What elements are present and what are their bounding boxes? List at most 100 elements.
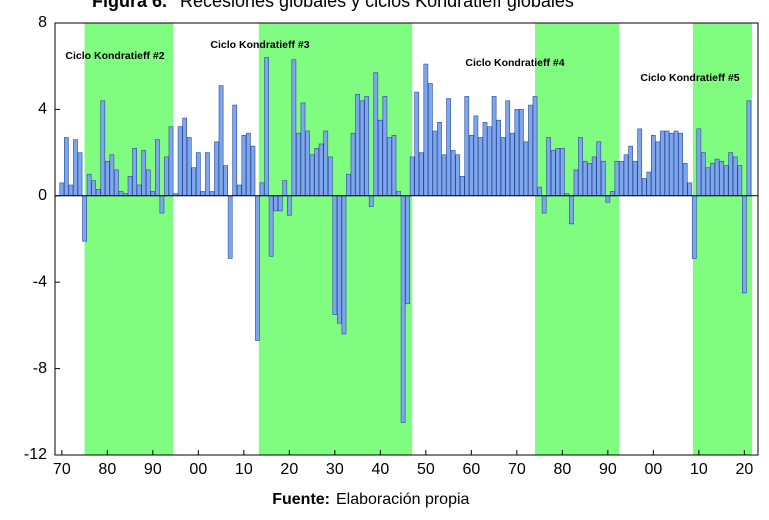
- bar: [177, 126, 183, 197]
- bar: [132, 147, 137, 197]
- bar: [728, 152, 734, 197]
- bar: [473, 115, 479, 197]
- recession-band: [84, 23, 174, 455]
- bar: [205, 152, 210, 197]
- bar: [305, 130, 310, 197]
- source: Elaboración propia: [336, 491, 470, 508]
- bar: [318, 143, 324, 197]
- bar: [168, 126, 174, 197]
- bar: [519, 109, 524, 197]
- bar: [241, 135, 247, 197]
- bar: [660, 130, 665, 197]
- x-tick-label: 20: [735, 461, 753, 478]
- bar: [327, 156, 333, 197]
- x-tick-label: 00: [644, 461, 662, 478]
- bar: [705, 167, 711, 197]
- bar: [350, 132, 356, 197]
- title-label: Figura 6.: [92, 0, 167, 11]
- bar: [701, 152, 706, 197]
- bar: [578, 137, 583, 197]
- y-tick-label: -4: [33, 273, 47, 290]
- bar: [500, 137, 506, 197]
- x-tick-label: 10: [235, 461, 253, 478]
- bar: [468, 135, 474, 197]
- bar: [742, 195, 747, 294]
- x-tick-label: 70: [508, 461, 526, 478]
- region-label: Ciclo Kondratieff #4: [465, 57, 564, 69]
- y-tick-label: -8: [33, 360, 47, 377]
- bar: [641, 178, 647, 197]
- region-label: Ciclo Kondratieff #2: [65, 50, 164, 62]
- bar: [487, 126, 492, 197]
- bar: [309, 154, 315, 197]
- bar: [459, 176, 465, 197]
- x-tick-label: 80: [553, 461, 571, 478]
- x-tick-label: 50: [417, 461, 435, 478]
- region-label: Ciclo Kondratieff #5: [640, 72, 739, 84]
- bar: [159, 195, 165, 214]
- bar: [227, 195, 233, 259]
- bar: [273, 195, 279, 212]
- bar: [619, 160, 624, 197]
- bar: [437, 122, 442, 197]
- x-tick-label: 60: [462, 461, 480, 478]
- x-tick-label: 00: [189, 461, 207, 478]
- bar: [268, 195, 274, 257]
- bar: [396, 191, 401, 197]
- bar: [491, 96, 497, 197]
- bar: [528, 104, 533, 197]
- recession-band: [535, 23, 620, 455]
- bar: [264, 57, 269, 197]
- bar: [355, 93, 360, 197]
- bar: [286, 195, 292, 216]
- bar: [368, 195, 374, 207]
- bar: [296, 132, 301, 197]
- bar: [250, 145, 256, 197]
- bar: [323, 130, 329, 197]
- bar: [537, 186, 542, 197]
- y-tick-label: 0: [38, 187, 47, 204]
- bar: [291, 59, 297, 197]
- bar: [596, 141, 602, 197]
- bar: [723, 165, 729, 197]
- bar: [555, 147, 561, 197]
- bar: [546, 137, 552, 197]
- bar: [391, 135, 397, 197]
- x-tick-label: 90: [144, 461, 162, 478]
- bar: [100, 100, 106, 197]
- bar: [637, 128, 643, 197]
- bar: [509, 132, 515, 197]
- bar: [600, 160, 606, 197]
- bar: [104, 160, 110, 197]
- bar: [423, 63, 429, 197]
- bar: [127, 176, 133, 197]
- bar: [646, 171, 652, 197]
- bar: [136, 184, 142, 197]
- bar: [669, 132, 674, 197]
- bar: [255, 195, 260, 341]
- bar: [514, 109, 520, 197]
- bar: [82, 195, 87, 242]
- bar: [346, 173, 351, 197]
- bar: [418, 152, 424, 197]
- bar: [200, 191, 206, 197]
- bar: [155, 139, 160, 197]
- bar: [673, 130, 679, 197]
- bar: [86, 173, 92, 197]
- bar: [186, 137, 192, 197]
- bar: [523, 141, 529, 197]
- bar: [91, 180, 97, 197]
- bar: [664, 130, 670, 197]
- bar: [341, 195, 347, 335]
- bar: [696, 128, 702, 197]
- bar: [114, 169, 119, 197]
- bar: [432, 130, 438, 197]
- bar: [464, 96, 470, 197]
- bar: [559, 147, 565, 197]
- bar: [450, 150, 456, 197]
- bar: [232, 104, 238, 197]
- bar: [605, 195, 611, 203]
- bar: [628, 145, 633, 197]
- bar: [569, 195, 574, 225]
